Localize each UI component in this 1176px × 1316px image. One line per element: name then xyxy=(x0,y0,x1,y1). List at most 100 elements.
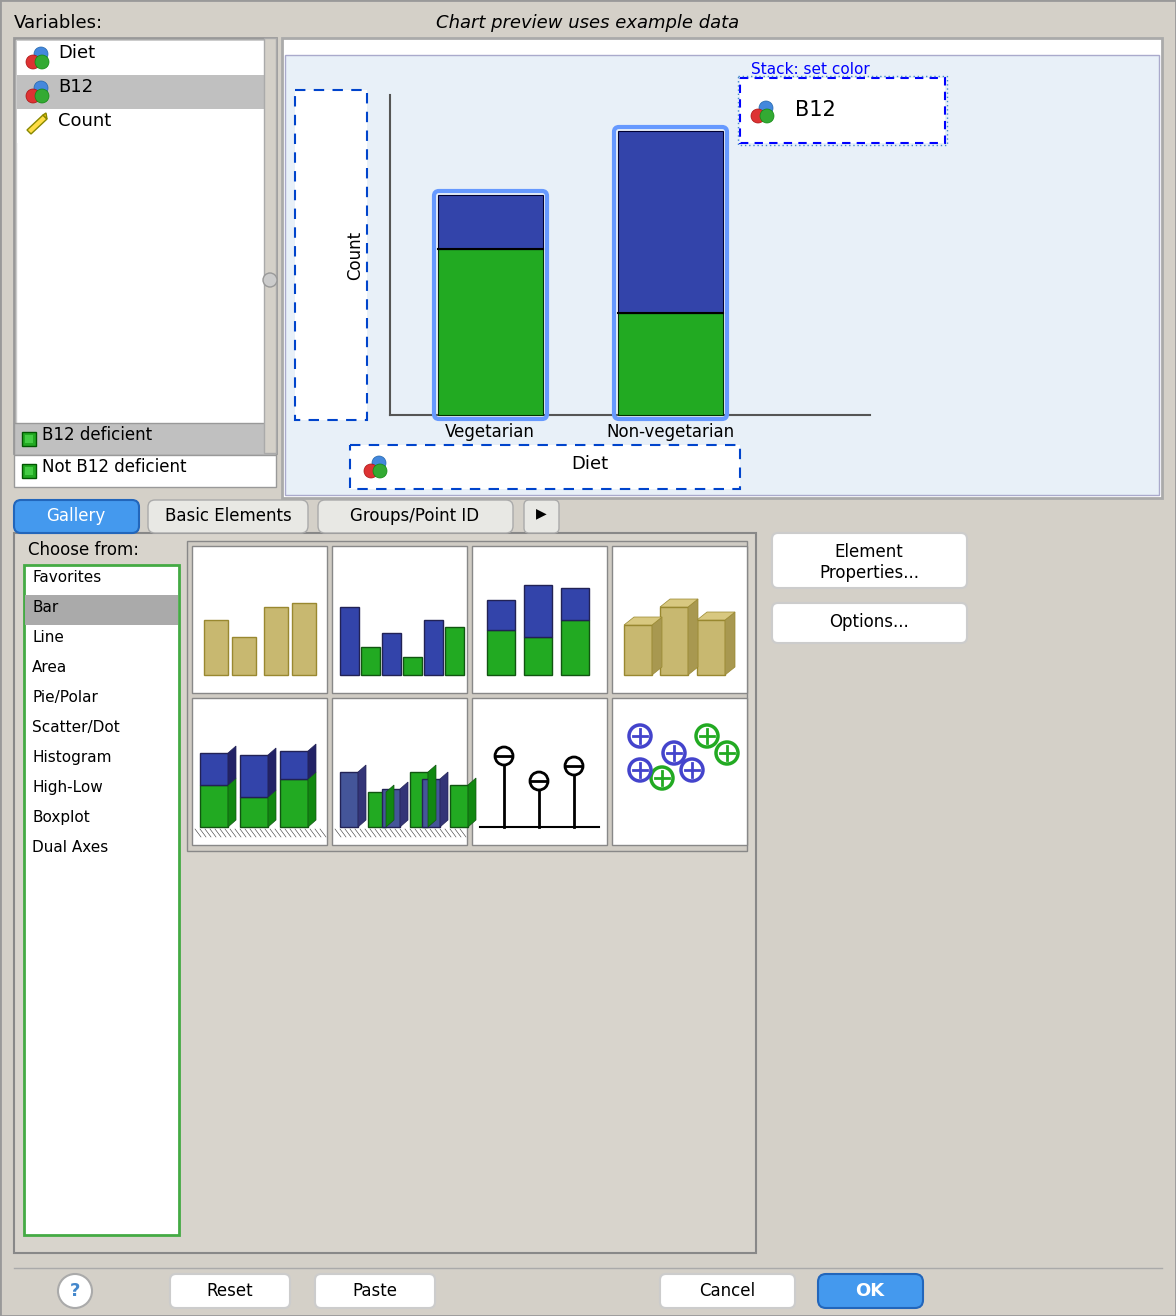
Bar xyxy=(437,195,543,249)
Text: Scatter/Dot: Scatter/Dot xyxy=(32,720,120,736)
Circle shape xyxy=(495,747,513,765)
Polygon shape xyxy=(358,765,366,826)
Circle shape xyxy=(58,1274,92,1308)
Bar xyxy=(16,75,273,109)
Text: Variables:: Variables: xyxy=(14,14,103,32)
Circle shape xyxy=(263,272,278,287)
Bar xyxy=(187,541,747,851)
Bar xyxy=(619,132,723,313)
Text: Groups/Point ID: Groups/Point ID xyxy=(350,507,480,525)
Bar xyxy=(295,89,367,420)
Circle shape xyxy=(681,759,703,780)
Bar xyxy=(25,595,178,625)
Text: B12: B12 xyxy=(58,78,93,96)
Bar xyxy=(410,772,428,826)
Polygon shape xyxy=(268,747,276,797)
Polygon shape xyxy=(624,617,662,625)
Polygon shape xyxy=(27,114,47,134)
Bar xyxy=(524,637,552,675)
Circle shape xyxy=(34,82,48,95)
Bar xyxy=(240,755,268,797)
Polygon shape xyxy=(386,786,394,826)
Text: Chart preview uses example data: Chart preview uses example data xyxy=(436,14,740,32)
Bar xyxy=(14,38,276,453)
FancyBboxPatch shape xyxy=(148,500,308,533)
FancyBboxPatch shape xyxy=(318,500,513,533)
Text: Area: Area xyxy=(32,661,67,675)
Polygon shape xyxy=(697,612,735,620)
Text: B12: B12 xyxy=(795,100,835,120)
Circle shape xyxy=(34,47,48,61)
Polygon shape xyxy=(308,772,316,826)
Bar xyxy=(422,779,440,826)
Bar xyxy=(285,55,1160,495)
Circle shape xyxy=(26,55,40,68)
Text: Paste: Paste xyxy=(353,1282,397,1300)
Circle shape xyxy=(35,89,49,103)
Bar xyxy=(22,465,36,478)
Bar xyxy=(192,546,327,694)
Bar xyxy=(382,633,401,675)
Bar xyxy=(332,697,467,845)
Circle shape xyxy=(629,759,652,780)
Bar xyxy=(524,586,552,637)
Circle shape xyxy=(530,772,548,790)
Polygon shape xyxy=(308,744,316,779)
Polygon shape xyxy=(428,765,436,826)
Bar xyxy=(14,422,276,455)
Circle shape xyxy=(652,767,673,790)
Text: Diet: Diet xyxy=(572,455,608,472)
Bar xyxy=(25,436,33,443)
FancyBboxPatch shape xyxy=(171,1274,290,1308)
Circle shape xyxy=(373,465,387,478)
FancyBboxPatch shape xyxy=(660,1274,795,1308)
Text: ?: ? xyxy=(69,1282,80,1300)
Text: Boxplot: Boxplot xyxy=(32,811,89,825)
Bar xyxy=(263,607,288,675)
Text: Histogram: Histogram xyxy=(32,750,112,765)
Bar xyxy=(192,697,327,845)
Bar xyxy=(16,39,274,451)
Text: Dual Axes: Dual Axes xyxy=(32,840,108,855)
Circle shape xyxy=(365,465,377,478)
Text: Count: Count xyxy=(58,112,112,130)
Bar xyxy=(561,620,589,675)
Bar xyxy=(203,620,228,675)
Bar xyxy=(624,625,652,675)
Bar xyxy=(280,751,308,779)
Text: ▶: ▶ xyxy=(536,505,547,520)
Bar xyxy=(200,753,228,786)
Circle shape xyxy=(629,725,652,747)
FancyBboxPatch shape xyxy=(524,500,559,533)
Text: Stack: set color: Stack: set color xyxy=(751,62,870,78)
Bar xyxy=(660,607,688,675)
Text: Element
Properties...: Element Properties... xyxy=(818,544,918,582)
Bar xyxy=(232,637,256,675)
Bar xyxy=(382,790,400,826)
Bar xyxy=(25,467,33,475)
Bar xyxy=(332,546,467,694)
Text: OK: OK xyxy=(855,1282,884,1300)
Bar xyxy=(403,657,422,675)
Polygon shape xyxy=(44,113,47,118)
Polygon shape xyxy=(724,612,735,675)
Circle shape xyxy=(751,109,766,122)
FancyBboxPatch shape xyxy=(771,603,967,644)
Bar xyxy=(16,41,273,75)
Bar xyxy=(425,620,443,675)
Bar xyxy=(280,779,308,826)
Circle shape xyxy=(696,725,719,747)
Text: Line: Line xyxy=(32,630,64,645)
Bar xyxy=(619,313,723,415)
Text: Gallery: Gallery xyxy=(46,507,106,525)
FancyBboxPatch shape xyxy=(14,500,139,533)
Text: Non-vegetarian: Non-vegetarian xyxy=(606,422,734,441)
FancyBboxPatch shape xyxy=(315,1274,435,1308)
Text: Reset: Reset xyxy=(207,1282,253,1300)
Bar xyxy=(740,78,946,143)
Text: Choose from:: Choose from: xyxy=(28,541,139,559)
Bar xyxy=(361,647,380,675)
Bar xyxy=(612,546,747,694)
Bar xyxy=(437,249,543,415)
Text: Diet: Diet xyxy=(58,43,95,62)
